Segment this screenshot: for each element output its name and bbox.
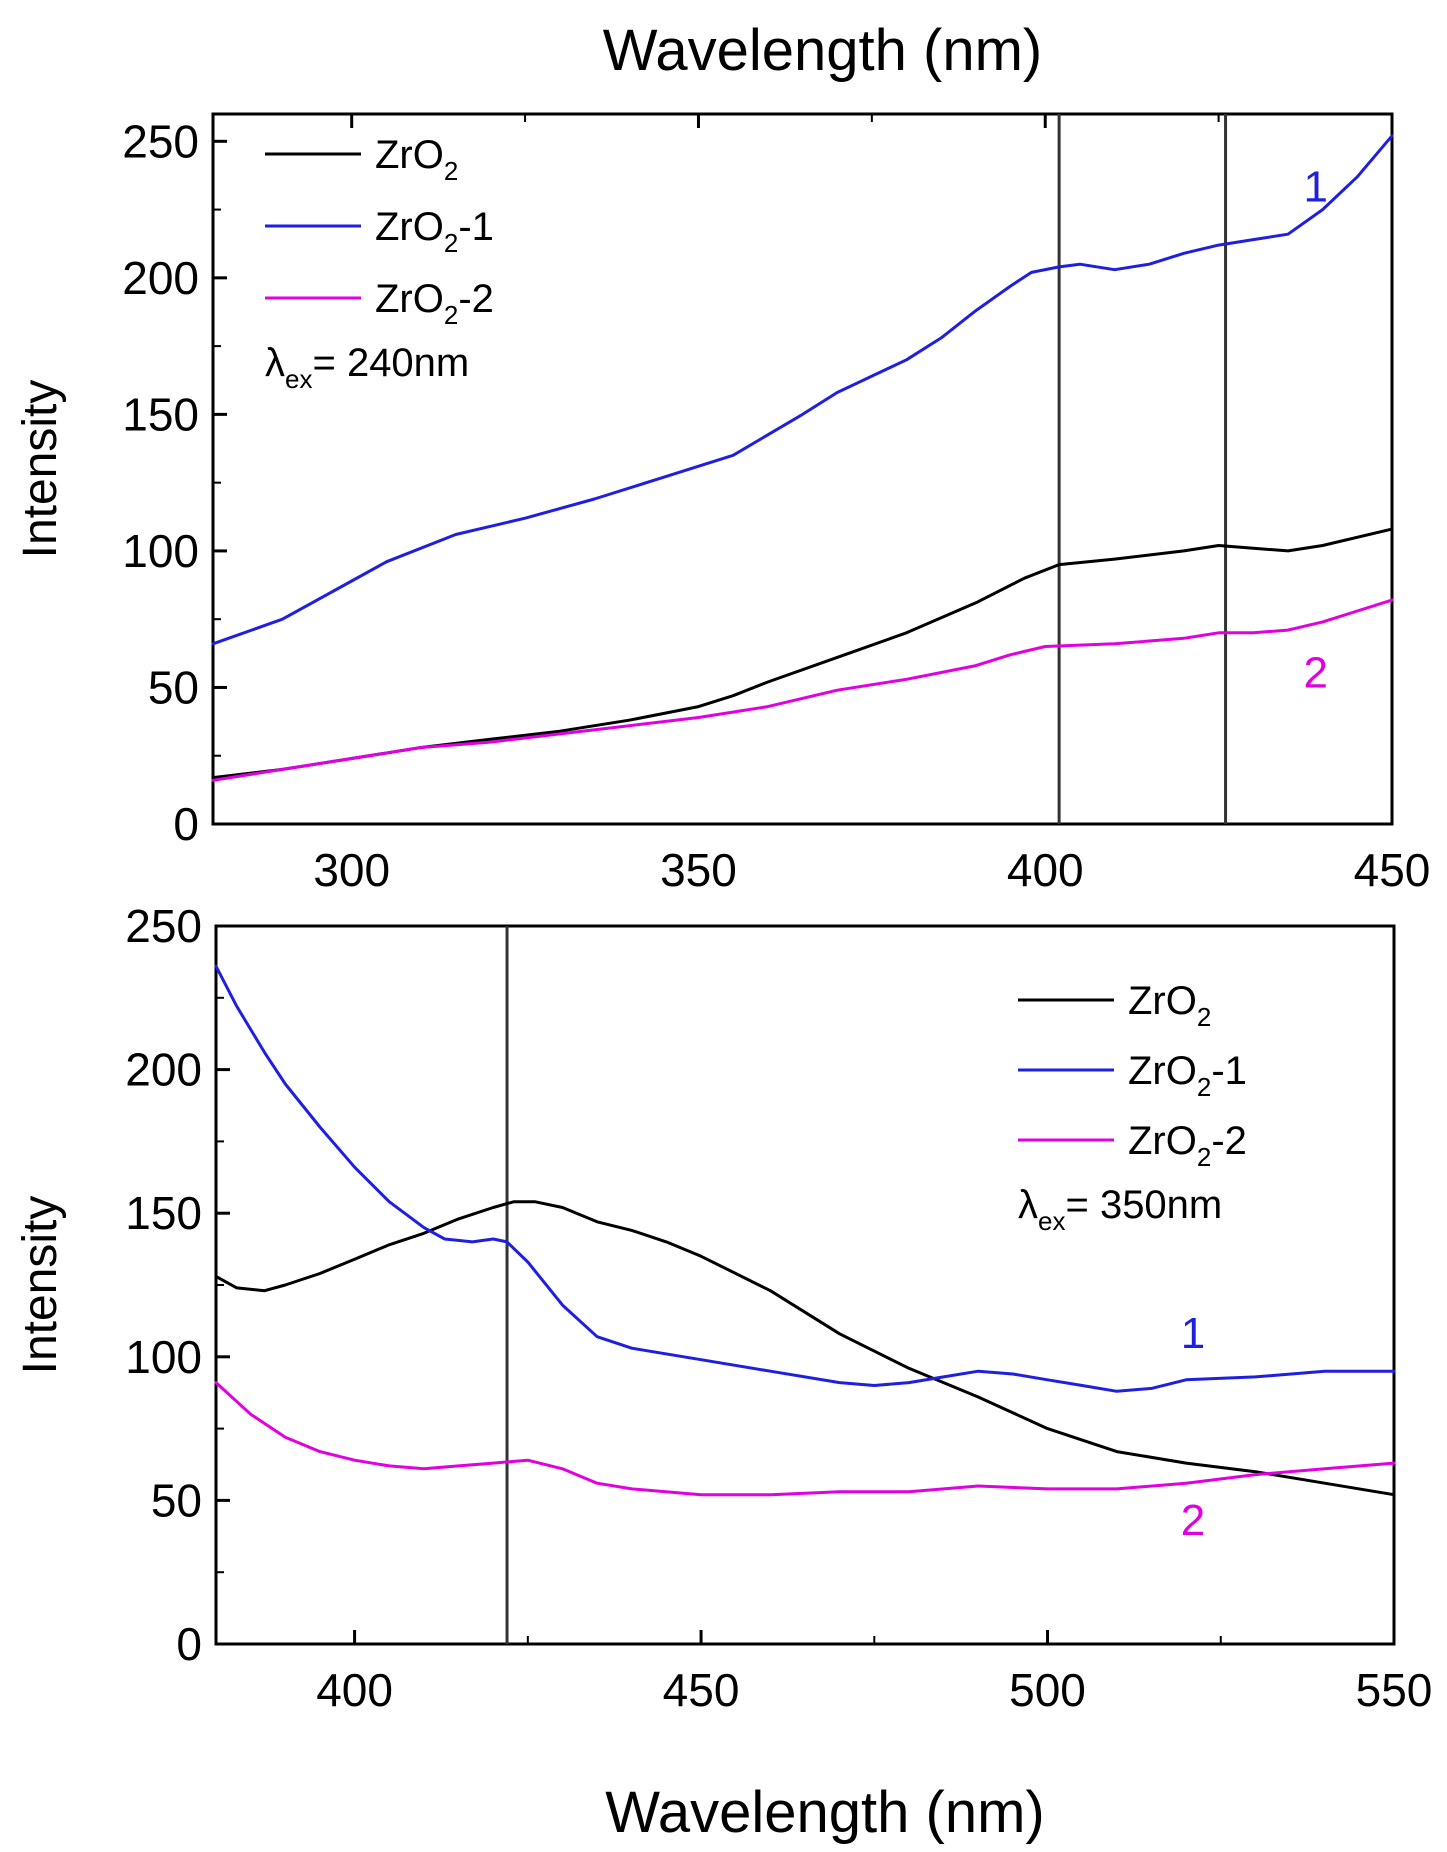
y-tick-label: 100 <box>122 525 199 577</box>
legend-entry: ZrO2 <box>375 133 458 186</box>
y-axis-title: Intensity <box>14 1196 67 1375</box>
y-tick-label: 0 <box>173 798 199 850</box>
legend-entry: ZrO2-2 <box>375 277 494 330</box>
legend-entry: ZrO2-1 <box>375 205 494 258</box>
legend-entry: ZrO2 <box>1128 979 1211 1032</box>
y-tick-label: 150 <box>122 388 199 440</box>
y-tick-label: 200 <box>125 1044 202 1096</box>
x-tick-label: 400 <box>316 1664 393 1716</box>
y-tick-label: 0 <box>176 1618 202 1670</box>
curve-label: 1 <box>1181 1309 1205 1358</box>
x-tick-label: 350 <box>660 844 737 896</box>
plot-frame <box>211 112 1394 826</box>
bottom-panel: 0 50 100 150 200 250 400 450 500 550 Wavelength (n… <box>14 900 1432 1845</box>
x-tick-label: 450 <box>663 1664 740 1716</box>
y-tick-label: 100 <box>125 1331 202 1383</box>
excitation-annotation: λex= 350nm <box>1018 1183 1222 1236</box>
curve-label: 2 <box>1303 648 1327 697</box>
series-line-1 <box>214 1200 1396 1497</box>
x-tick-label: 300 <box>313 844 390 896</box>
legend-entry: ZrO2-2 <box>1128 1119 1247 1172</box>
top-panel: 0 50 100 150 200 250 300 350 400 450 Wavelength (n… <box>14 18 1430 896</box>
y-tick-label: 250 <box>125 900 202 952</box>
excitation-annotation: λex= 240nm <box>265 341 469 394</box>
x-tick-label: 400 <box>1007 844 1084 896</box>
curve-label: 1 <box>1303 162 1327 211</box>
x-tick-label: 450 <box>1354 844 1431 896</box>
y-tick-label: 250 <box>122 115 199 167</box>
x-axis-title: Wavelength (nm) <box>603 18 1042 83</box>
x-axis-title: Wavelength (nm) <box>605 1780 1044 1845</box>
series-line-3 <box>214 1381 1396 1497</box>
x-tick-label: 500 <box>1009 1664 1086 1716</box>
series-line-2 <box>211 134 1394 646</box>
x-tick-label: 550 <box>1356 1664 1433 1716</box>
legend-entry: ZrO2-1 <box>1128 1049 1247 1102</box>
series-line-2 <box>214 964 1396 1393</box>
y-tick-label: 200 <box>122 252 199 304</box>
y-tick-label: 50 <box>151 1474 202 1526</box>
y-axis-title: Intensity <box>14 380 67 559</box>
series-line-3 <box>211 598 1394 782</box>
curve-label: 2 <box>1181 1496 1205 1545</box>
y-tick-label: 50 <box>148 661 199 713</box>
y-tick-label: 150 <box>125 1187 202 1239</box>
